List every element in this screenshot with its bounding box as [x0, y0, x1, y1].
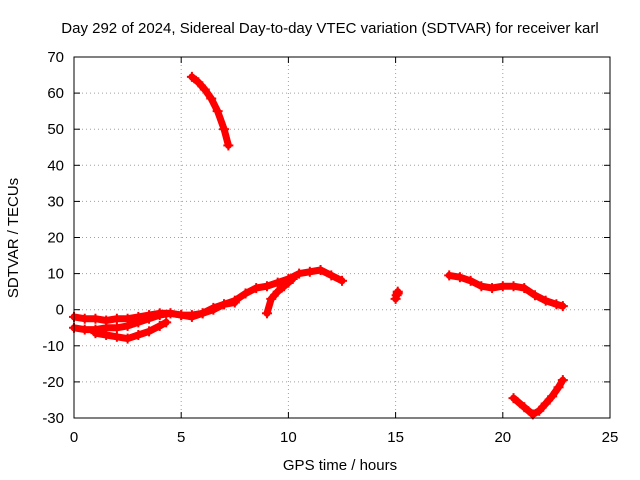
data-point [529, 290, 540, 301]
x-tick-label: 20 [494, 429, 511, 446]
data-point [90, 328, 101, 339]
data-point [111, 331, 122, 342]
data-point [465, 275, 476, 286]
data-point [197, 308, 208, 319]
data-point [261, 281, 272, 292]
y-tick-label: 40 [47, 157, 64, 174]
y-tick-label: -20 [42, 374, 64, 391]
data-point [294, 268, 305, 279]
y-tick-label: -30 [42, 410, 64, 427]
y-tick-label: 0 [56, 302, 64, 319]
x-tick-label: 15 [387, 429, 404, 446]
y-tick-label: 30 [47, 193, 64, 210]
data-point [508, 393, 519, 404]
data-point [90, 313, 101, 324]
data-point [133, 317, 144, 328]
y-tick-label: 60 [47, 85, 64, 102]
data-point [519, 283, 530, 294]
data-point [122, 333, 133, 344]
data-point [186, 71, 197, 82]
data-point [251, 283, 262, 294]
data-point [144, 313, 155, 324]
data-point [553, 382, 564, 393]
data-point [508, 281, 519, 292]
y-tick-label: 10 [47, 266, 64, 283]
y-tick-label: 70 [47, 49, 64, 66]
data-point [534, 405, 545, 416]
data-point [219, 299, 230, 310]
data-point [454, 272, 465, 283]
data-point [487, 283, 498, 294]
data-point [266, 293, 277, 304]
data-point [101, 329, 112, 340]
data-point [497, 281, 508, 292]
data-point [154, 310, 165, 321]
series-line-arc-7 [510, 376, 567, 418]
data-point [337, 275, 347, 286]
data-point [219, 124, 230, 135]
x-tick-label: 10 [280, 429, 297, 446]
y-tick-label: 50 [47, 121, 64, 138]
data-point [476, 281, 487, 292]
data-point [165, 308, 176, 319]
data-point [79, 313, 90, 324]
x-tick-label: 25 [602, 429, 619, 446]
data-series [69, 71, 568, 420]
data-point [392, 288, 403, 299]
y-tick-label: 20 [47, 230, 64, 247]
data-point [122, 320, 133, 331]
data-point [540, 398, 551, 409]
data-point [79, 324, 90, 335]
chart-title: Day 292 of 2024, Sidereal Day-to-day VTE… [61, 20, 598, 37]
data-point [144, 326, 155, 337]
data-point [272, 286, 283, 297]
data-point [240, 288, 251, 299]
data-point [133, 329, 144, 340]
x-axis-label: GPS time / hours [283, 457, 397, 474]
data-point [223, 140, 234, 151]
data-point [186, 311, 197, 322]
x-tick-label: 0 [70, 429, 78, 446]
data-point [287, 274, 298, 285]
data-point [206, 93, 217, 104]
data-point [304, 266, 315, 277]
data-point [193, 77, 204, 88]
data-point [208, 304, 219, 315]
data-point [557, 301, 568, 312]
data-point [272, 277, 283, 288]
y-axis-label: SDTVAR / TECUs [5, 178, 22, 298]
x-tick-label: 5 [177, 429, 185, 446]
data-point [551, 299, 562, 310]
data-point [229, 297, 240, 308]
data-point [557, 375, 568, 386]
data-point [315, 264, 326, 275]
data-point [154, 320, 165, 331]
data-point [444, 270, 455, 281]
data-point [261, 308, 272, 319]
data-point [111, 313, 122, 324]
data-point [199, 84, 210, 95]
data-point [161, 317, 172, 328]
data-point [111, 322, 122, 333]
data-point [540, 295, 551, 306]
series-line-arc-1-lower [70, 299, 239, 334]
data-point [326, 270, 337, 281]
data-point [212, 106, 223, 117]
axis-ticks: 0 5 10 15 20 25 -30 -20 -10 0 10 20 30 40 50 60 70 [42, 49, 618, 446]
data-point [519, 402, 530, 413]
y-tick-label: -10 [42, 338, 64, 355]
grid-lines [74, 57, 610, 418]
data-point [547, 391, 558, 402]
data-point [176, 310, 187, 321]
